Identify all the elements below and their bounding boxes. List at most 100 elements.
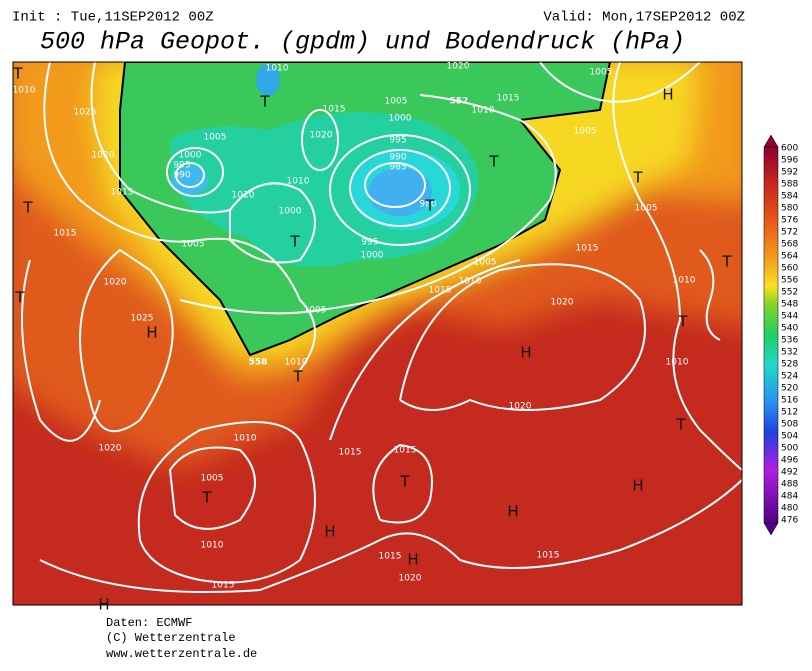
isobar-label: 985 <box>389 163 406 173</box>
isobar-label: 1000 <box>361 251 384 261</box>
colorbar-label: 572 <box>781 228 798 238</box>
valid-time: Valid: Mon,17SEP2012 00Z <box>543 10 745 26</box>
isobar <box>612 62 742 471</box>
isobar <box>179 94 557 315</box>
pressure-center: T <box>289 233 300 251</box>
isobar-label: 1005 <box>304 306 327 316</box>
contour-label: 558 <box>249 358 268 368</box>
colorbar-label: 592 <box>781 168 798 178</box>
isobar <box>168 446 256 530</box>
isobar <box>539 62 701 103</box>
isobar-label: 990 <box>389 153 406 163</box>
isobar-label: 1005 <box>590 68 613 78</box>
colorbar-label: 508 <box>781 420 798 430</box>
isobar <box>90 62 231 214</box>
colorbar-label: 580 <box>781 204 798 214</box>
isobar-label: 1010 <box>13 86 36 96</box>
colorbar-label: 492 <box>781 468 798 478</box>
pressure-center: H <box>632 477 643 495</box>
colorbar-bottom-arrow <box>763 522 779 536</box>
shade-blue <box>368 168 432 216</box>
pressure-center: T <box>677 313 688 331</box>
isobar-label: 1005 <box>201 474 224 484</box>
isobar-label: 1025 <box>74 108 97 118</box>
shade-blue-top <box>256 64 280 96</box>
map-field <box>13 62 742 605</box>
footer-line: Daten: ECMWF <box>106 616 192 630</box>
pressure-center: T <box>488 153 499 171</box>
isobar <box>399 263 646 411</box>
colorbar-label: 588 <box>781 180 798 190</box>
colorbar-label: 516 <box>781 396 798 406</box>
colorbar-label: 476 <box>781 516 798 526</box>
isobar-label: 1020 <box>399 574 422 584</box>
isobar-label: 1020 <box>551 298 574 308</box>
colorbar-label: 480 <box>781 504 798 514</box>
colorbar-label: 548 <box>781 300 798 310</box>
isobar-label: 1005 <box>635 204 658 214</box>
isobar-label: 1015 <box>576 244 599 254</box>
isobar <box>329 259 521 441</box>
isobar <box>329 134 471 246</box>
colorbar-label: 556 <box>781 276 798 286</box>
map-labels: 1010 1025 1020 1015 1015 1005 1020 1025 1020 1010… <box>12 62 732 614</box>
isobar-label: 1020 <box>509 402 532 412</box>
colorbar-label: 536 <box>781 336 798 346</box>
isobar <box>364 162 426 208</box>
isobar-label: 1010 <box>201 541 224 551</box>
isobar-label: 1015 <box>323 105 346 115</box>
colorbar-label: 544 <box>781 312 798 322</box>
isobar-label: 995 <box>389 136 406 146</box>
isobar-label: 1015 <box>54 229 77 239</box>
isobar-label: 1015 <box>379 552 402 562</box>
isobar-label: 1025 <box>131 314 154 324</box>
isobar-label: 1010 <box>459 277 482 287</box>
isobar <box>137 421 316 584</box>
pressure-center: H <box>407 551 418 569</box>
isobar-label: 1015 <box>212 581 235 591</box>
pressure-center: T <box>721 253 732 271</box>
pressure-center: H <box>662 86 673 104</box>
colorbar-labels: 600 596 592 588 584 580 576 572 568 564 560 556 552 5… <box>781 144 798 526</box>
isobar-label: 1010 <box>285 358 308 368</box>
isobar-label: 1005 <box>474 258 497 268</box>
isobar-label: 1010 <box>287 177 310 187</box>
colorbar-label: 596 <box>781 156 798 166</box>
isobar <box>699 249 721 341</box>
pressure-center: T <box>292 368 303 386</box>
isobar <box>175 162 205 188</box>
colorbar-label: 584 <box>781 192 798 202</box>
isobar <box>79 248 174 433</box>
pressure-center: H <box>520 344 531 362</box>
colorbar-label: 560 <box>781 264 798 274</box>
pressure-center: T <box>632 169 643 187</box>
isobar <box>372 443 433 524</box>
map-title: 500 hPa Geopot. (gpdm) und Bodendruck (h… <box>40 28 685 57</box>
footer-line: (C) Wetterzentrale <box>106 631 236 645</box>
pressure-center: H <box>324 523 335 541</box>
pressure-center: H <box>146 324 157 342</box>
colorbar <box>763 146 779 524</box>
isobar-label: 980 <box>419 200 436 210</box>
isobar-label: 1015 <box>339 448 362 458</box>
colorbar-label: 552 <box>781 288 798 298</box>
isobar-label: 995 <box>173 161 190 171</box>
isobar <box>21 259 101 442</box>
isobar-label: 990 <box>173 171 190 181</box>
isobar-label: 1000 <box>279 207 302 217</box>
isobar-label: 1020 <box>92 151 115 161</box>
pressure-center: T <box>12 65 23 83</box>
colorbar-label: 504 <box>781 432 798 442</box>
pressure-center: T <box>259 93 270 111</box>
pressure-center: H <box>507 503 518 521</box>
isobar-label: 1000 <box>389 114 412 124</box>
colorbar-label: 500 <box>781 444 798 454</box>
colorbar-label: 524 <box>781 372 798 382</box>
isobar-label: 1015 <box>429 286 452 296</box>
isobar <box>229 182 316 264</box>
isobar-label: 1005 <box>385 97 408 107</box>
isobar-label: 1020 <box>310 131 333 141</box>
pressure-center: T <box>22 199 33 217</box>
isobar-label: 1010 <box>472 106 495 116</box>
